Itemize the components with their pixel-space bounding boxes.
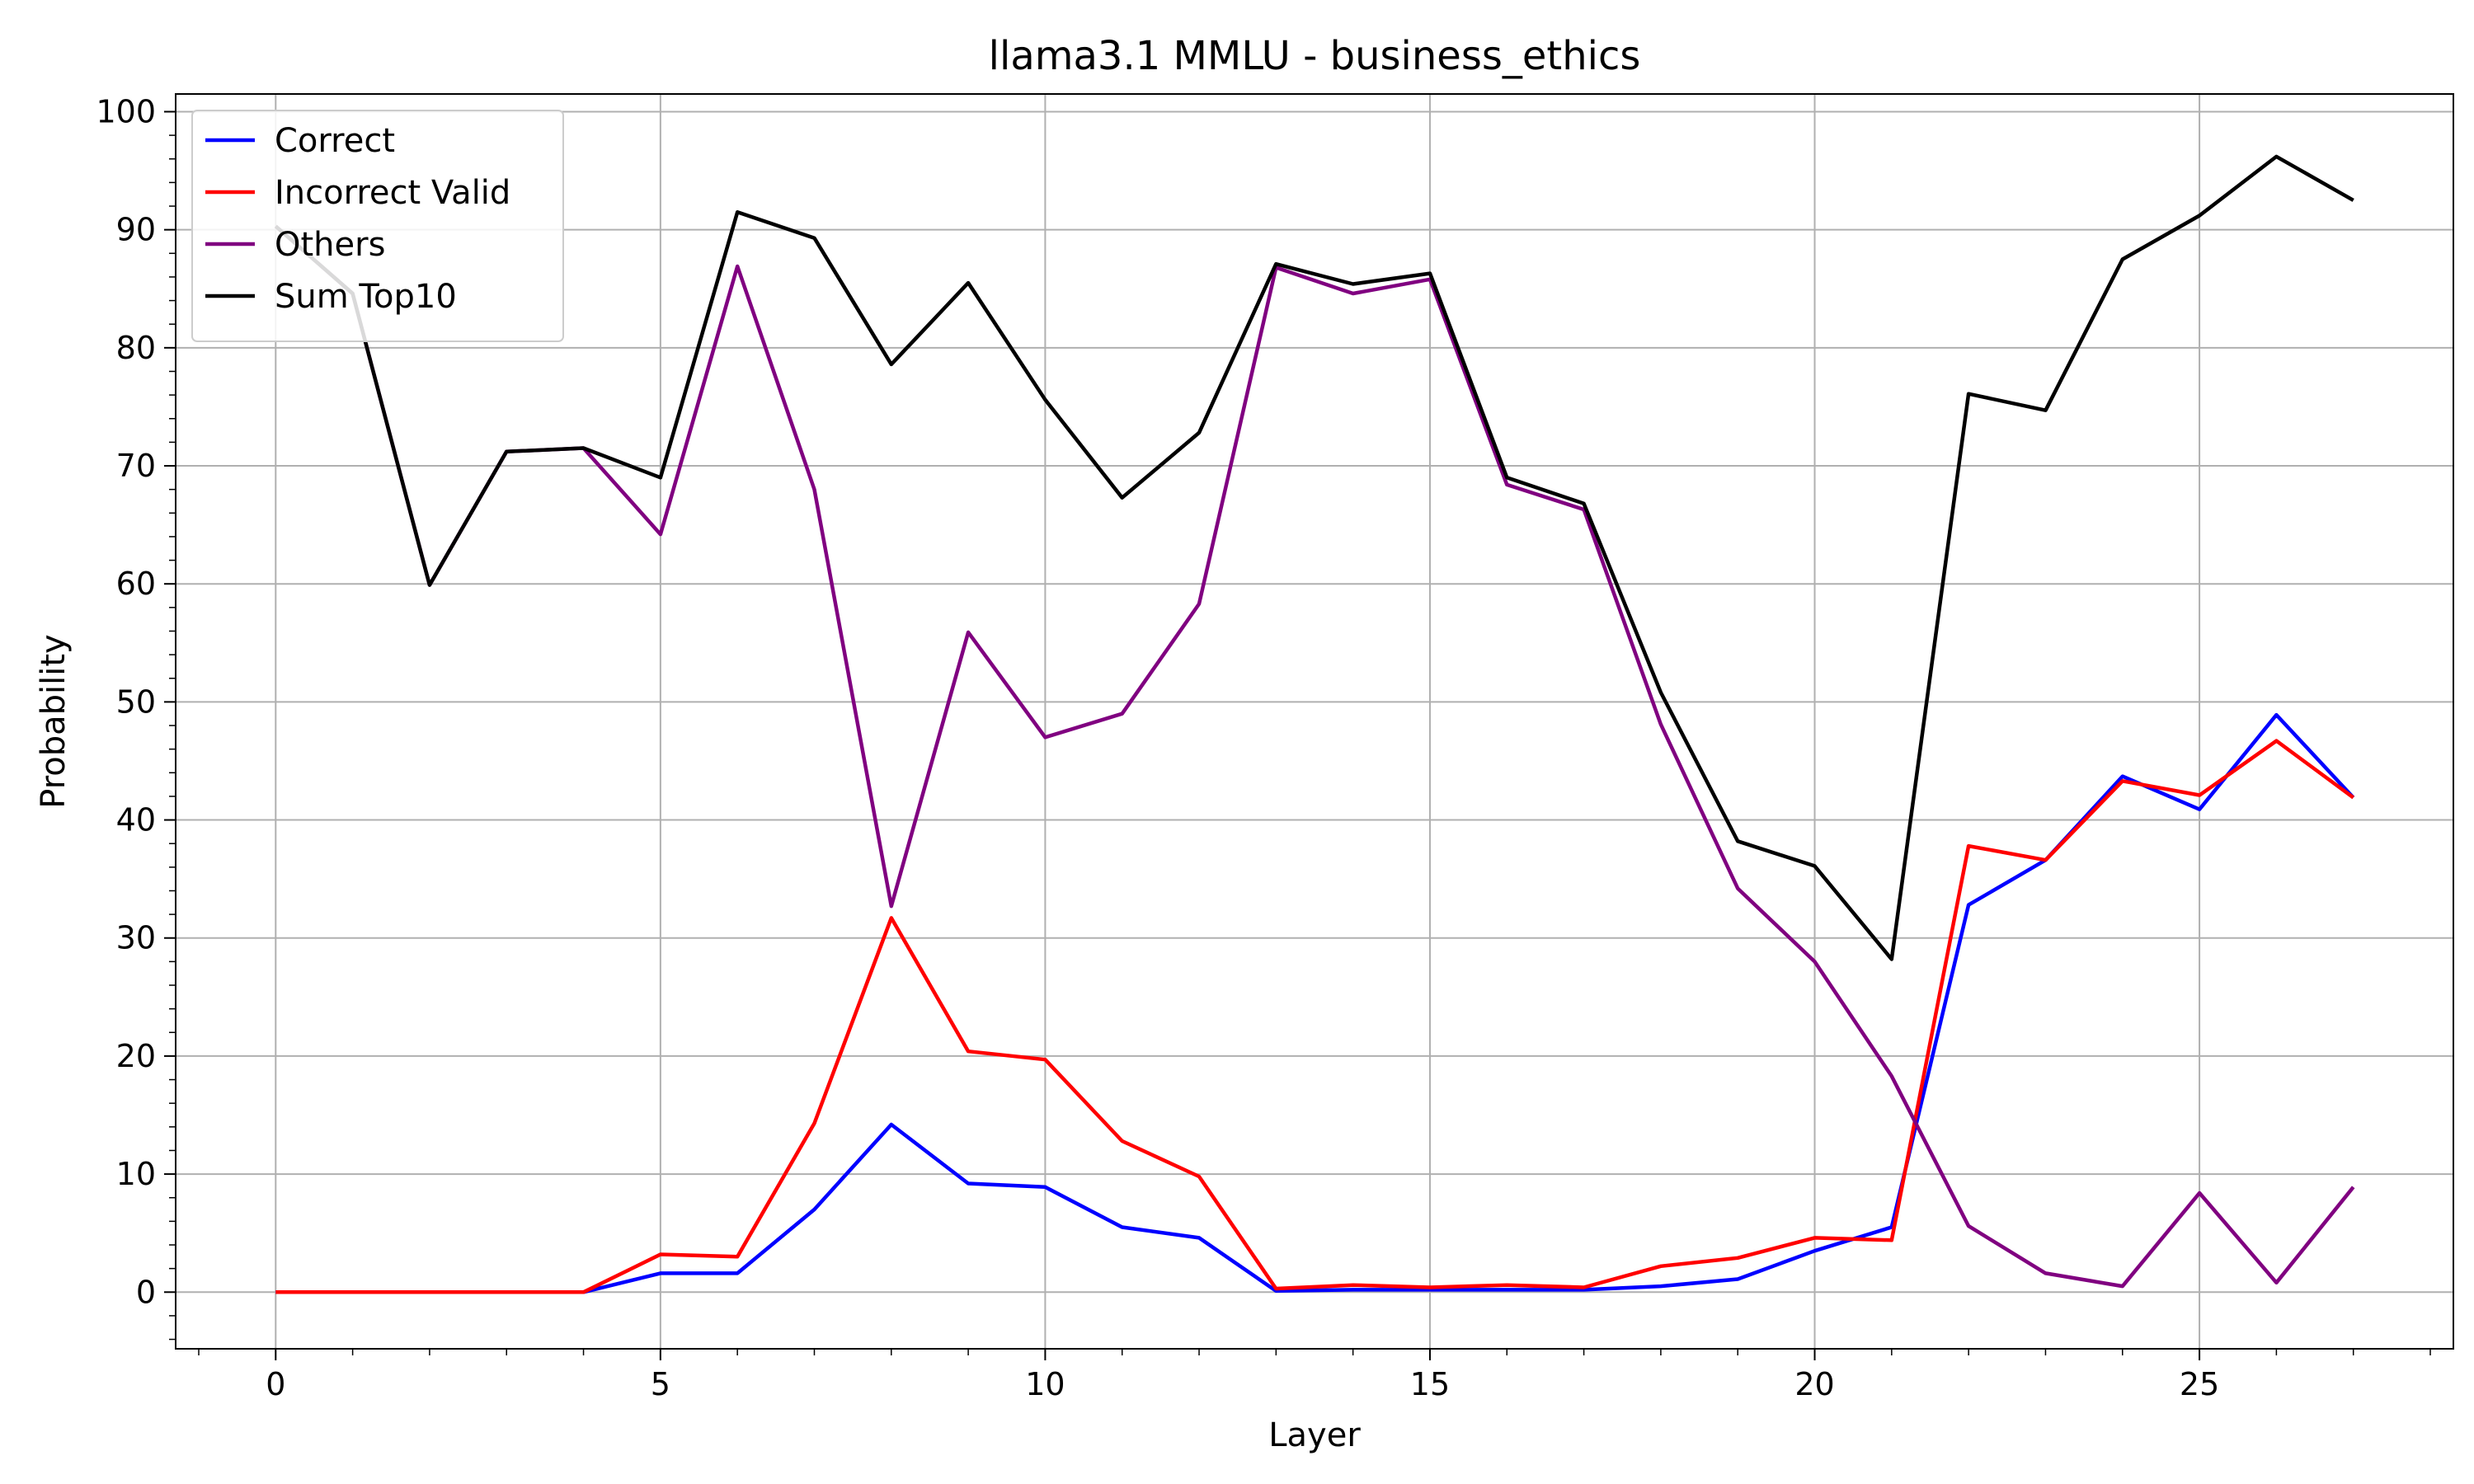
y-tick-label: 80 (116, 330, 156, 366)
y-tick-label: 30 (116, 920, 156, 956)
legend-label: Correct (275, 122, 395, 160)
x-tick-label: 20 (1794, 1366, 1834, 1402)
y-tick-label: 40 (116, 802, 156, 838)
y-tick-label: 100 (96, 93, 156, 129)
grid (176, 94, 2453, 1349)
legend-label: Others (275, 226, 385, 264)
legend-box (191, 110, 564, 342)
plot-frame (175, 93, 2454, 1350)
y-axis-label: Probability (35, 634, 73, 808)
axis-ticks: 0 5 10 15 20 25 0 10 20 30 40 50 60 70 80 90 100 (96, 93, 2431, 1402)
legend: Correct Incorrect Valid Others Sum Top10 (191, 110, 564, 342)
x-tick-label: 25 (2180, 1366, 2219, 1402)
y-tick-label: 50 (116, 683, 156, 720)
x-tick-label: 15 (1410, 1366, 1450, 1402)
x-tick-label: 0 (266, 1366, 285, 1402)
x-axis-label: Layer (1268, 1416, 1361, 1454)
series-line-correct (275, 712, 2355, 1294)
x-tick-label: 10 (1025, 1366, 1065, 1402)
legend-label: Sum Top10 (275, 278, 457, 316)
series-line-sum-top10 (274, 154, 2354, 961)
y-tick-label: 60 (116, 566, 156, 602)
chart-title: llama3.1 MMLU - business_ethics (989, 33, 1641, 79)
y-tick-label: 0 (136, 1274, 156, 1310)
y-tick-label: 90 (116, 212, 156, 248)
y-tick-label: 70 (116, 448, 156, 484)
x-tick-label: 5 (651, 1366, 670, 1402)
series-line-incorrect-valid (275, 739, 2355, 1294)
series-lines (274, 154, 2355, 1294)
y-tick-label: 20 (116, 1038, 156, 1074)
y-tick-label: 10 (116, 1156, 156, 1192)
legend-label: Incorrect Valid (275, 174, 510, 212)
series-line-others (274, 224, 2355, 1289)
